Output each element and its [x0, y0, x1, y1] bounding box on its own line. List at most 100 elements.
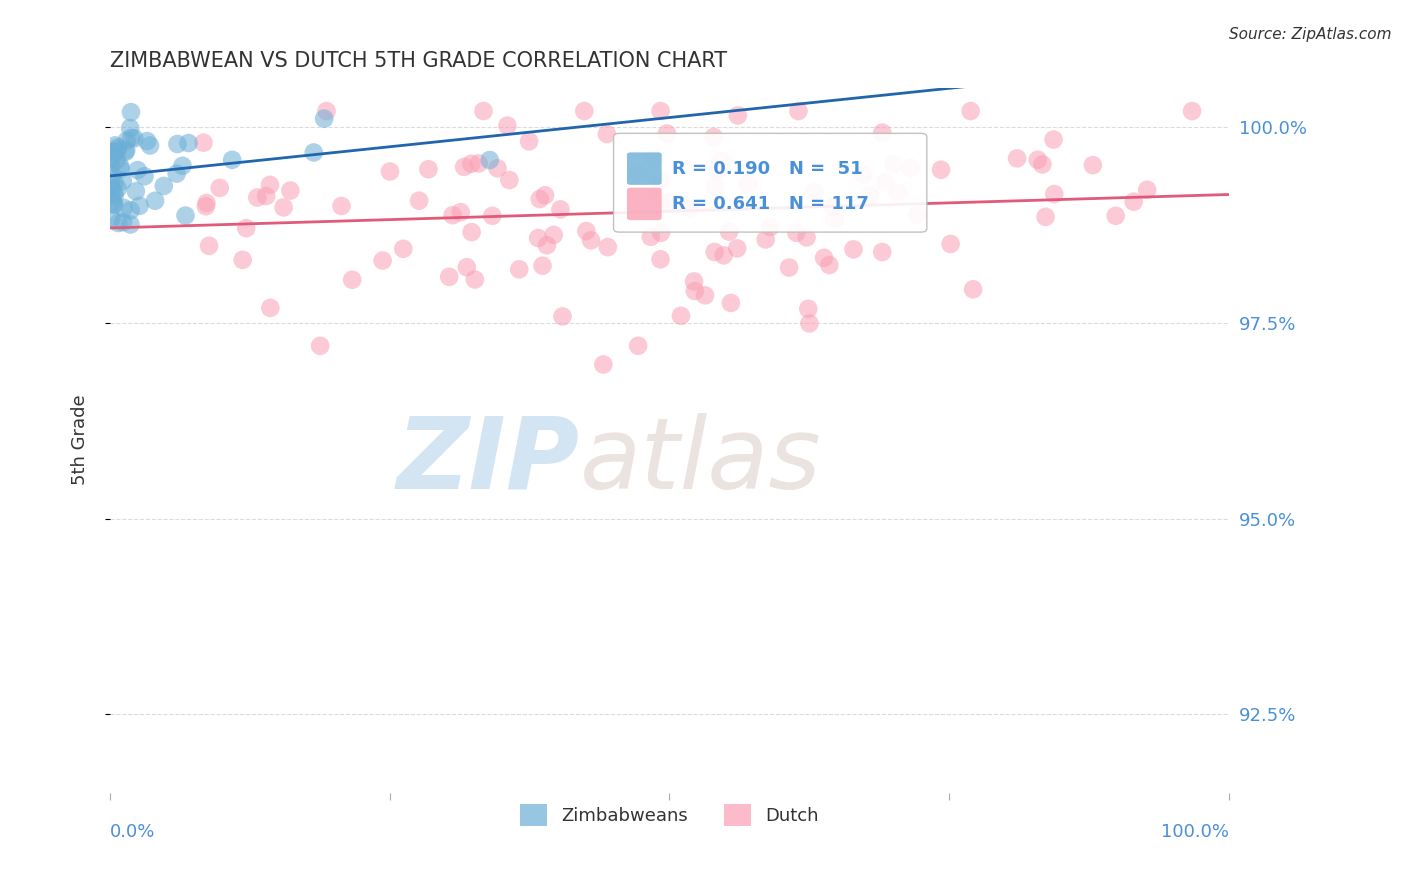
- Point: [259, 301, 281, 315]
- Point: [302, 145, 325, 160]
- FancyBboxPatch shape: [627, 153, 662, 185]
- Point: [527, 231, 550, 245]
- Point: [100, 151, 122, 165]
- Point: [453, 160, 475, 174]
- FancyBboxPatch shape: [627, 187, 662, 220]
- Point: [371, 253, 394, 268]
- Point: [870, 245, 893, 260]
- Point: [1136, 183, 1159, 197]
- Point: [100, 176, 122, 190]
- Text: atlas: atlas: [581, 413, 821, 510]
- Point: [439, 269, 461, 284]
- Point: [107, 140, 129, 154]
- Point: [193, 136, 215, 150]
- Point: [103, 197, 125, 211]
- Point: [314, 112, 336, 126]
- Point: [534, 188, 557, 202]
- Point: [103, 186, 125, 200]
- Point: [498, 173, 520, 187]
- Text: 0.0%: 0.0%: [110, 823, 156, 841]
- Point: [110, 161, 132, 176]
- Point: [259, 178, 281, 192]
- Point: [517, 134, 540, 148]
- Point: [725, 241, 748, 255]
- Point: [693, 288, 716, 302]
- Point: [803, 186, 825, 200]
- Point: [112, 201, 135, 215]
- Point: [101, 169, 124, 183]
- Point: [508, 262, 530, 277]
- Point: [650, 226, 672, 240]
- Point: [929, 162, 952, 177]
- Point: [166, 167, 188, 181]
- Point: [797, 301, 820, 316]
- Point: [1035, 210, 1057, 224]
- Point: [710, 153, 733, 168]
- Point: [596, 127, 619, 141]
- Point: [104, 145, 127, 160]
- Point: [478, 153, 501, 167]
- Point: [104, 188, 127, 202]
- Point: [1031, 157, 1053, 171]
- Point: [441, 208, 464, 222]
- Point: [128, 199, 150, 213]
- Point: [678, 201, 700, 215]
- Point: [1042, 132, 1064, 146]
- Point: [378, 164, 401, 178]
- Point: [143, 194, 166, 208]
- Point: [962, 282, 984, 296]
- Point: [703, 130, 725, 145]
- Point: [232, 252, 254, 267]
- FancyBboxPatch shape: [613, 134, 927, 232]
- Legend: Zimbabweans, Dutch: Zimbabweans, Dutch: [513, 797, 827, 833]
- Point: [718, 225, 741, 239]
- Point: [315, 103, 337, 118]
- Point: [859, 188, 882, 202]
- Point: [1105, 209, 1128, 223]
- Point: [172, 159, 194, 173]
- Point: [450, 205, 472, 219]
- Point: [174, 209, 197, 223]
- Y-axis label: 5th Grade: 5th Grade: [72, 395, 89, 485]
- Point: [842, 243, 865, 257]
- Point: [105, 153, 128, 167]
- Point: [254, 189, 277, 203]
- Point: [464, 272, 486, 286]
- Point: [1081, 158, 1104, 172]
- Point: [235, 221, 257, 235]
- Point: [107, 181, 129, 195]
- Point: [110, 159, 132, 173]
- Point: [905, 208, 928, 222]
- Point: [683, 284, 706, 298]
- Point: [103, 198, 125, 212]
- Point: [134, 169, 156, 184]
- Point: [1122, 194, 1144, 209]
- Point: [112, 215, 135, 229]
- Point: [1181, 103, 1204, 118]
- Point: [778, 260, 800, 275]
- Point: [550, 202, 572, 217]
- Point: [529, 192, 551, 206]
- Point: [796, 230, 818, 244]
- Point: [120, 218, 142, 232]
- Point: [939, 236, 962, 251]
- Point: [824, 212, 846, 227]
- Point: [658, 195, 681, 210]
- Point: [655, 127, 678, 141]
- Point: [650, 252, 672, 267]
- Point: [120, 131, 142, 145]
- Point: [1005, 152, 1028, 166]
- Point: [103, 176, 125, 190]
- Point: [785, 226, 807, 240]
- Point: [208, 181, 231, 195]
- Point: [852, 168, 875, 182]
- Point: [309, 339, 332, 353]
- Point: [280, 184, 302, 198]
- Text: R = 0.190   N =  51: R = 0.190 N = 51: [672, 160, 862, 178]
- Point: [596, 240, 619, 254]
- Point: [706, 163, 728, 178]
- Point: [821, 200, 844, 214]
- Point: [543, 227, 565, 242]
- Point: [195, 196, 218, 211]
- Point: [103, 145, 125, 159]
